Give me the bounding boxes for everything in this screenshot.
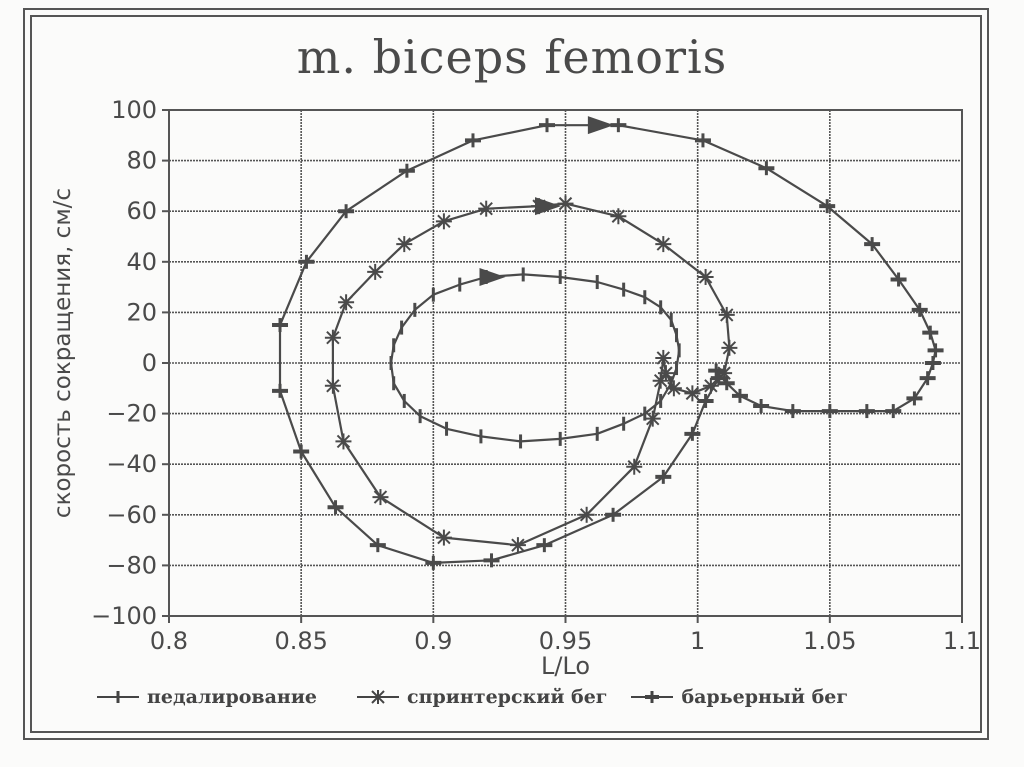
x-tick-label: 1.05 <box>803 627 856 655</box>
legend-item-pedaling: педалирование <box>95 686 317 708</box>
legend-label: барьерный бег <box>681 686 849 708</box>
outer-frame <box>23 8 989 740</box>
y-tick-label: 0 <box>142 349 157 377</box>
grid-lines <box>168 109 963 617</box>
asterisk-marker-icon <box>357 690 400 704</box>
y-tick-label: −80 <box>106 551 157 579</box>
y-tick-label: 20 <box>126 298 157 326</box>
legend: педалирование спринтерский бег барьерный… <box>95 686 870 708</box>
x-axis-label: L/Lo <box>541 652 590 680</box>
tick-marker-icon <box>97 691 139 703</box>
series-hurdles <box>272 118 944 570</box>
x-tick-label: 0.9 <box>414 627 452 655</box>
y-tick-label: 60 <box>126 197 157 225</box>
x-tick-label: 0.8 <box>150 627 188 655</box>
chart-title: m. biceps femoris <box>296 30 728 84</box>
x-tick-label: 0.95 <box>539 627 592 655</box>
plus-marker-icon <box>631 691 674 703</box>
series-pedaling <box>389 267 681 449</box>
y-axis-label: скорость сокращения, см/с <box>50 188 76 518</box>
y-tick-label: 100 <box>111 96 157 124</box>
legend-item-sprint: спринтерский бег <box>355 686 607 708</box>
direction-arrow-icon <box>587 116 614 135</box>
legend-label: спринтерский бег <box>407 686 608 708</box>
legend-item-hurdles: барьерный бег <box>629 686 848 708</box>
y-tick-label: 80 <box>126 147 157 175</box>
y-tick-label: 40 <box>126 248 157 276</box>
x-tick-label: 1 <box>690 627 705 655</box>
x-tick-label: 1.1 <box>943 627 981 655</box>
y-tick-label: −60 <box>106 501 157 529</box>
legend-label: педалирование <box>147 686 318 708</box>
direction-arrow-icon <box>534 197 561 216</box>
direction-arrow-icon <box>479 267 506 286</box>
x-tick-label: 0.85 <box>274 627 327 655</box>
inner-frame <box>30 15 982 733</box>
y-tick-label: −40 <box>106 450 157 478</box>
y-tick-label: −100 <box>91 602 157 630</box>
y-tick-label: −20 <box>106 400 157 428</box>
